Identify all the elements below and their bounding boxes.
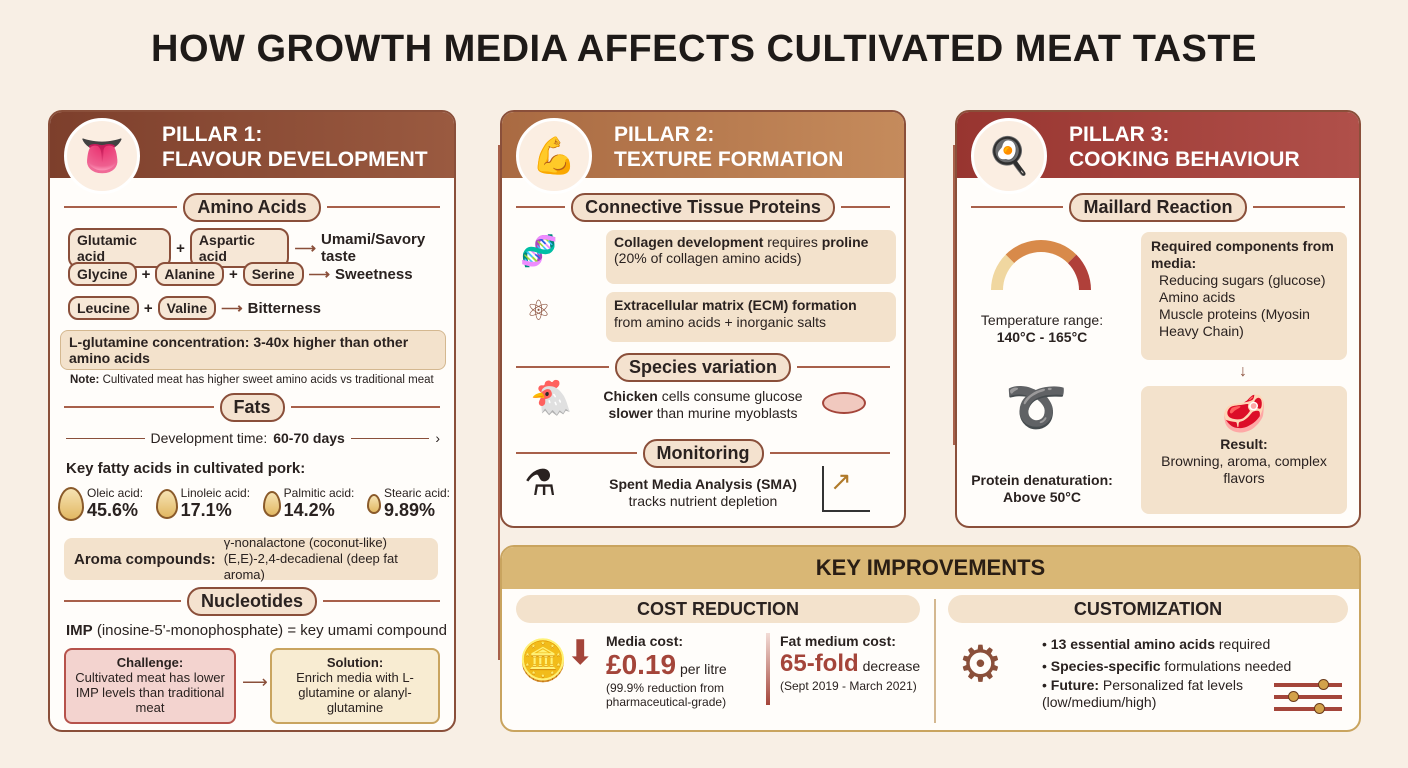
fatty-acids-label: Key fatty acids in cultivated pork:: [66, 460, 306, 477]
pillar-name: COOKING BEHAVIOUR: [1069, 148, 1300, 171]
customization-list: • 13 essential amino acids required • Sp…: [1042, 633, 1291, 711]
species-heading: Species variation: [516, 352, 890, 382]
fat-drop-icon: [262, 490, 281, 517]
connector: [906, 145, 955, 445]
key-improvements-panel: KEY IMPROVEMENTS COST REDUCTION 🪙 ⬇ Medi…: [500, 545, 1361, 732]
pillar-label: PILLAR 1:: [162, 123, 263, 146]
sma-text: Spent Media Analysis (SMA) tracks nutrien…: [609, 476, 797, 509]
fat-drop-icon: [58, 486, 84, 521]
protein-strand-icon: ➰: [1005, 379, 1068, 435]
arrow-down-icon: ⬇: [566, 634, 595, 672]
steak-icon: 🥩: [1221, 393, 1267, 434]
fatty-acid: Palmitic acid: 14.2%: [262, 486, 354, 521]
list-item: • Species-specific formulations needed: [1042, 658, 1292, 674]
amino-row: Leucine + Valine ⟶ Bitterness: [68, 296, 321, 320]
muscle-icon: 💪: [516, 118, 592, 194]
arrow-icon: ⟶: [242, 672, 268, 692]
fats-heading: Fats: [64, 392, 440, 422]
pillar-name: TEXTURE FORMATION: [614, 148, 844, 171]
trend-chart-icon: ↗: [822, 466, 870, 512]
slider-icon: [1274, 679, 1342, 714]
fatty-acid: Linoleic acid: 17.1%: [155, 486, 250, 521]
flask-icon: ⚗: [524, 462, 557, 503]
nucleotides-heading: Nucleotides: [64, 586, 440, 616]
connector: [456, 145, 500, 660]
arrow-down-icon: ↓: [1239, 363, 1247, 380]
frying-pan-icon: 🍳: [971, 118, 1047, 194]
amino-acids-heading: Amino Acids: [64, 192, 440, 222]
imp-text: IMP (inosine-5'-monophosphate) = key uma…: [66, 622, 447, 639]
species-text: Chicken cells consume glucose slower than…: [603, 388, 803, 421]
dna-icon: 🧬: [520, 235, 558, 268]
monitoring-heading: Monitoring: [516, 438, 890, 468]
pillar-2-panel: PILLAR 2: TEXTURE FORMATION 💪 Connective…: [500, 110, 906, 528]
connective-tissue-heading: Connective Tissue Proteins: [516, 192, 890, 222]
divider: [934, 599, 936, 723]
molecule-network-icon: ⚛: [526, 295, 552, 326]
glutamine-callout: L-glutamine concentration: 3-40x higher …: [60, 330, 446, 370]
aroma-compounds: Aroma compounds: γ-nonalactone (coconut-l…: [64, 535, 438, 582]
required-components: Required components from media: Reducing…: [1141, 232, 1347, 360]
chicken-icon: 🐔: [530, 379, 573, 417]
solution-box: Solution: Enrich media with L-glutamine o…: [270, 648, 440, 724]
denaturation: Protein denaturation: Above 50°C: [971, 472, 1113, 505]
result-box: 🥩 Result: Browning, aroma, complex flavors: [1141, 386, 1347, 514]
pillar-name: FLAVOUR DEVELOPMENT: [162, 148, 428, 171]
ecm-box: Extracellular matrix (ECM) formation from…: [606, 292, 896, 342]
list-item: • Future: Personalized fat levels (low/m…: [1042, 677, 1243, 710]
challenge-box: Challenge: Cultivated meat has lower IMP …: [64, 648, 236, 724]
tongue-molecule-icon: 👅: [64, 118, 140, 194]
fat-medium-cost: Fat medium cost: 65-fold decrease (Sept 20…: [780, 633, 921, 693]
pillar-label: PILLAR 2:: [614, 123, 715, 146]
media-cost: Media cost: £0.19 per litre (99.9% reducti…: [606, 633, 727, 709]
collagen-box: Collagen development requires proline (20…: [606, 230, 896, 284]
fatty-acid: Oleic acid: 45.6%: [58, 486, 143, 521]
cost-reduction-heading: COST REDUCTION: [516, 595, 920, 623]
development-time: Development time: 60-70 days ›: [66, 430, 440, 446]
pillar-3-panel: PILLAR 3: COOKING BEHAVIOUR 🍳 Maillard R…: [955, 110, 1361, 528]
maillard-heading: Maillard Reaction: [971, 192, 1345, 222]
pillar-label: PILLAR 3:: [1069, 123, 1170, 146]
list-item: • 13 essential amino acids required: [1042, 636, 1271, 652]
gauge-icon: [991, 240, 1091, 290]
decrease-arrow-icon: [766, 633, 770, 705]
coins-icon: 🪙: [518, 639, 568, 683]
fat-drop-icon: [155, 488, 178, 519]
gear-profile-icon: ⚙: [958, 636, 1003, 692]
key-improvements-heading: KEY IMPROVEMENTS: [502, 547, 1359, 589]
amino-row: Glycine + Alanine + Serine ⟶ Sweetness: [68, 262, 413, 286]
pillar-1-panel: PILLAR 1: FLAVOUR DEVELOPMENT 👅 Amino Ac…: [48, 110, 456, 732]
fatty-acids-row: Oleic acid: 45.6% Linoleic acid: 17.1% Pal…: [58, 486, 450, 521]
page-title: HOW GROWTH MEDIA AFFECTS CULTIVATED MEAT…: [151, 28, 1257, 70]
temperature: Temperature range: 140°C - 165°C: [980, 312, 1104, 345]
note: Note: Cultivated meat has higher sweet a…: [70, 374, 434, 386]
customization-heading: CUSTOMIZATION: [948, 595, 1348, 623]
myoblast-cell-icon: [822, 392, 866, 414]
fatty-acid: Stearic acid: 9.89%: [366, 486, 450, 521]
fat-drop-icon: [366, 493, 381, 514]
